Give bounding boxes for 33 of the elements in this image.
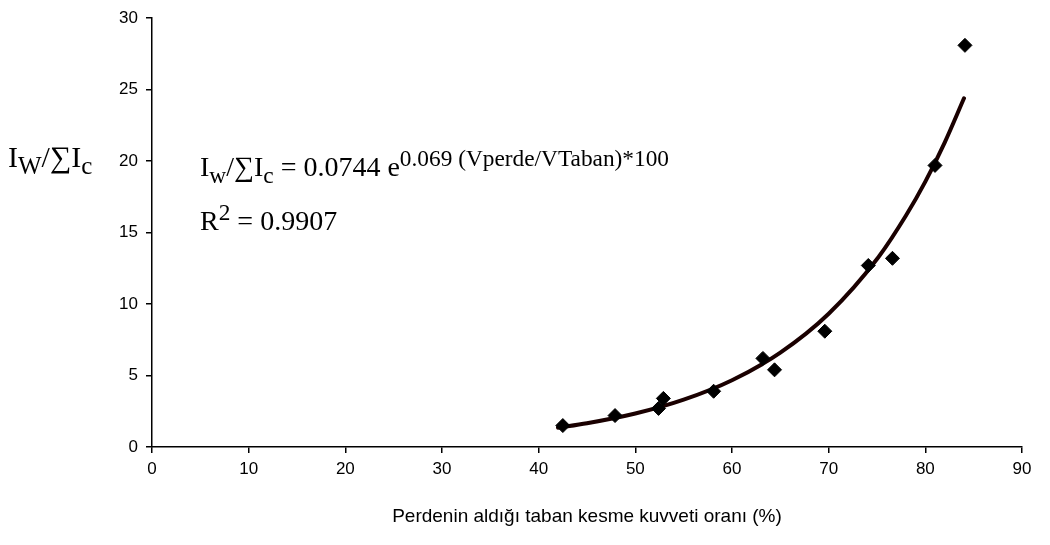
y-tick-label: 15 [119, 222, 138, 242]
point [767, 362, 783, 378]
y-tick-label: 0 [128, 436, 138, 456]
x-tick-label: 60 [722, 458, 742, 478]
point [706, 383, 722, 399]
point [651, 400, 667, 416]
point [755, 350, 771, 366]
point [817, 323, 833, 339]
x-tick-label: 50 [625, 458, 645, 478]
y-tick-label: 25 [119, 79, 138, 99]
x-tick-label: 20 [335, 458, 355, 478]
x-tick-label: 0 [147, 458, 157, 478]
annotation: R$^{2}$ = 0.9907 [200, 198, 339, 239]
point [655, 390, 671, 406]
point [860, 257, 876, 273]
x-tick-label: 10 [239, 458, 259, 478]
x-tick-label: 80 [915, 458, 935, 478]
annotation: I$_{w}$/∑I$_{c}$ = 0.0744 e$^{0.069 (Vperde/VTaban)*100}$ [200, 144, 669, 190]
y-tick-label: 20 [119, 150, 138, 170]
x-tick-label: 40 [529, 458, 549, 478]
y-tick-label: 10 [119, 293, 138, 313]
point [884, 250, 900, 266]
x-axis-title: Perdenin aldığı taban kesme kuvveti oranı (%) [392, 504, 782, 526]
y-tick-label: 5 [128, 365, 138, 385]
point [607, 408, 623, 424]
y-tick-label: 30 [119, 7, 138, 27]
x-tick-label: 90 [1012, 458, 1032, 478]
x-tick-label: 70 [819, 458, 839, 478]
x-tick-label: 30 [432, 458, 452, 478]
point [957, 37, 973, 53]
y-axis-title: I$_{W}$/∑I$_{c}$ [8, 140, 93, 180]
point [927, 157, 943, 173]
point [555, 418, 571, 434]
